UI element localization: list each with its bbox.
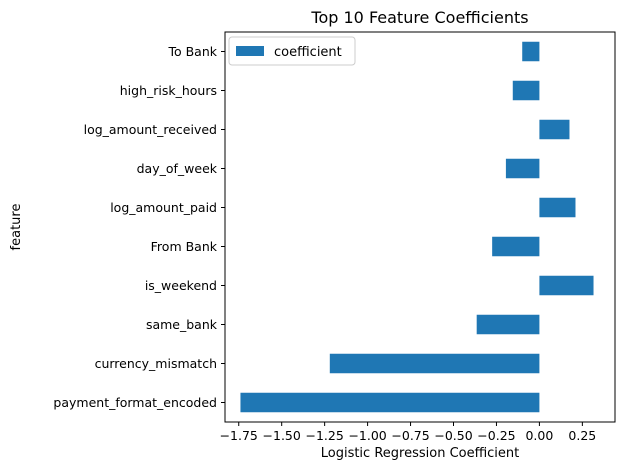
y-tick-label: From Bank — [151, 239, 218, 254]
plot-area — [240, 41, 594, 413]
y-axis-label: feature — [9, 204, 24, 251]
legend-label: coefficient — [274, 45, 342, 60]
y-tick-label: high_risk_hours — [120, 83, 217, 98]
x-tick-label: −1.75 — [220, 428, 258, 443]
legend-swatch — [236, 46, 264, 56]
legend: coefficient — [228, 36, 356, 66]
bar — [240, 392, 540, 413]
x-tick-label: 0.25 — [568, 428, 596, 443]
y-axis: To Bank high_risk_hours log_amount_receive… — [53, 44, 225, 410]
bar — [522, 41, 540, 62]
bar — [329, 353, 540, 374]
plot-frame — [224, 31, 616, 423]
x-axis: −1.75 −1.50 −1.25 −1.00 −0.75 −0.50 −0.25 0.00 0… — [220, 422, 596, 443]
y-tick-label: log_amount_received — [84, 122, 217, 137]
bar — [539, 275, 594, 296]
y-tick-label: payment_format_encoded — [53, 395, 217, 410]
y-tick-label: same_bank — [146, 317, 218, 332]
x-tick-label: −1.25 — [305, 428, 343, 443]
legend-frame — [228, 36, 356, 66]
bar — [539, 119, 570, 140]
y-tick-label: To Bank — [167, 44, 217, 59]
y-tick-label: currency_mismatch — [95, 356, 217, 371]
y-tick-label: log_amount_paid — [110, 200, 217, 215]
x-tick-label: −0.50 — [434, 428, 472, 443]
x-tick-label: −1.00 — [348, 428, 386, 443]
bar — [512, 80, 540, 101]
bar — [492, 236, 540, 257]
x-tick-label: −1.50 — [263, 428, 301, 443]
bar — [505, 158, 540, 179]
chart-title: Top 10 Feature Coefficients — [310, 8, 528, 27]
bar — [476, 314, 540, 335]
bar — [539, 197, 576, 218]
y-tick-label: day_of_week — [137, 161, 218, 176]
y-tick-label: is_weekend — [145, 278, 217, 293]
x-tick-label: 0.00 — [525, 428, 553, 443]
x-axis-label: Logistic Regression Coefficient — [321, 446, 520, 461]
x-tick-label: −0.25 — [477, 428, 515, 443]
x-tick-label: −0.75 — [391, 428, 429, 443]
